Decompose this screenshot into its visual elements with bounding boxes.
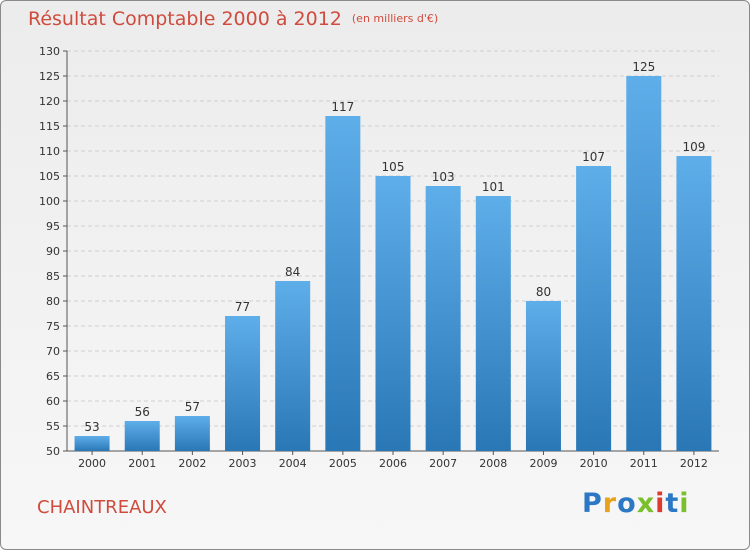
y-tick-label: 95 xyxy=(46,220,60,233)
x-tick-label-2008: 2008 xyxy=(479,457,507,470)
data-labels: 53 56 57 77 84 117 105 103 101 80 107 125 109 xyxy=(84,60,705,434)
x-tick-label-2012: 2012 xyxy=(680,457,708,470)
data-label-2005: 117 xyxy=(331,100,354,114)
data-label-2002: 57 xyxy=(185,400,200,414)
bar-2011 xyxy=(626,76,662,451)
data-label-2008: 101 xyxy=(482,180,505,194)
data-label-2006: 105 xyxy=(382,160,405,174)
data-label-2009: 80 xyxy=(536,285,551,299)
bar-2009 xyxy=(525,301,561,451)
bar-2000 xyxy=(74,436,110,451)
data-label-2007: 103 xyxy=(432,170,455,184)
x-tick-label-2001: 2001 xyxy=(128,457,156,470)
logo-letter: t xyxy=(665,488,680,519)
bar-2005 xyxy=(325,116,361,451)
y-tick-label: 60 xyxy=(46,395,60,408)
y-tick-label: 115 xyxy=(39,120,60,133)
bar-2012 xyxy=(676,156,712,451)
y-tick-label: 105 xyxy=(39,170,60,183)
bar-2010 xyxy=(576,166,612,451)
data-label-2003: 77 xyxy=(235,300,250,314)
logo-letter: x xyxy=(636,488,656,519)
logo-letter: r xyxy=(602,488,618,519)
proxiti-logo: Proxiti xyxy=(582,488,690,519)
logo-letter: o xyxy=(617,488,637,519)
y-tick-label: 75 xyxy=(46,320,60,333)
y-tick-label: 130 xyxy=(39,45,60,58)
logo-letter: i xyxy=(655,488,666,519)
data-label-2004: 84 xyxy=(285,265,300,279)
x-tick-label-2000: 2000 xyxy=(78,457,106,470)
x-tick-label-2010: 2010 xyxy=(580,457,608,470)
chart-title-text: Résultat Comptable 2000 à 2012 xyxy=(28,8,342,30)
bar-2003 xyxy=(225,316,261,451)
bar-2004 xyxy=(275,281,311,451)
y-tick-label: 125 xyxy=(39,70,60,83)
y-tick-label: 70 xyxy=(46,345,60,358)
commune-name: CHAINTREAUX xyxy=(37,497,167,518)
x-tick-label-2007: 2007 xyxy=(429,457,457,470)
bar-2007 xyxy=(425,186,461,451)
data-label-2001: 56 xyxy=(135,405,150,419)
chart-subtitle: (en milliers d'€) xyxy=(351,12,439,25)
y-tick-label: 85 xyxy=(46,270,60,283)
y-tick-label: 120 xyxy=(39,95,60,108)
x-tick-label-2004: 2004 xyxy=(279,457,307,470)
y-tick-label: 90 xyxy=(46,245,60,258)
bar-2006 xyxy=(375,176,411,451)
bars xyxy=(74,76,712,451)
x-tick-label-2011: 2011 xyxy=(630,457,658,470)
chart-title: Résultat Comptable 2000 à 2012 (en millie… xyxy=(28,8,438,30)
tick-labels: 50 55 60 65 70 75 80 85 90 95 100 105 110 115 120 125 13… xyxy=(39,45,708,470)
data-label-2010: 107 xyxy=(582,150,605,164)
x-tick-label-2006: 2006 xyxy=(379,457,407,470)
x-tick-label-2009: 2009 xyxy=(529,457,557,470)
data-label-2012: 109 xyxy=(682,140,705,154)
y-tick-label: 50 xyxy=(46,445,60,458)
x-tick-label-2003: 2003 xyxy=(229,457,257,470)
y-tick-label: 80 xyxy=(46,295,60,308)
y-tick-label: 100 xyxy=(39,195,60,208)
logo-letter: i xyxy=(679,488,690,519)
data-label-2011: 125 xyxy=(632,60,655,74)
bar-2002 xyxy=(174,416,210,451)
bar-2001 xyxy=(124,421,160,451)
y-tick-label: 110 xyxy=(39,145,60,158)
y-tick-label: 55 xyxy=(46,420,60,433)
y-tick-label: 65 xyxy=(46,370,60,383)
logo-letter: P xyxy=(582,488,603,519)
x-tick-label-2005: 2005 xyxy=(329,457,357,470)
x-tick-label-2002: 2002 xyxy=(178,457,206,470)
bar-2008 xyxy=(475,196,511,451)
data-label-2000: 53 xyxy=(84,420,99,434)
